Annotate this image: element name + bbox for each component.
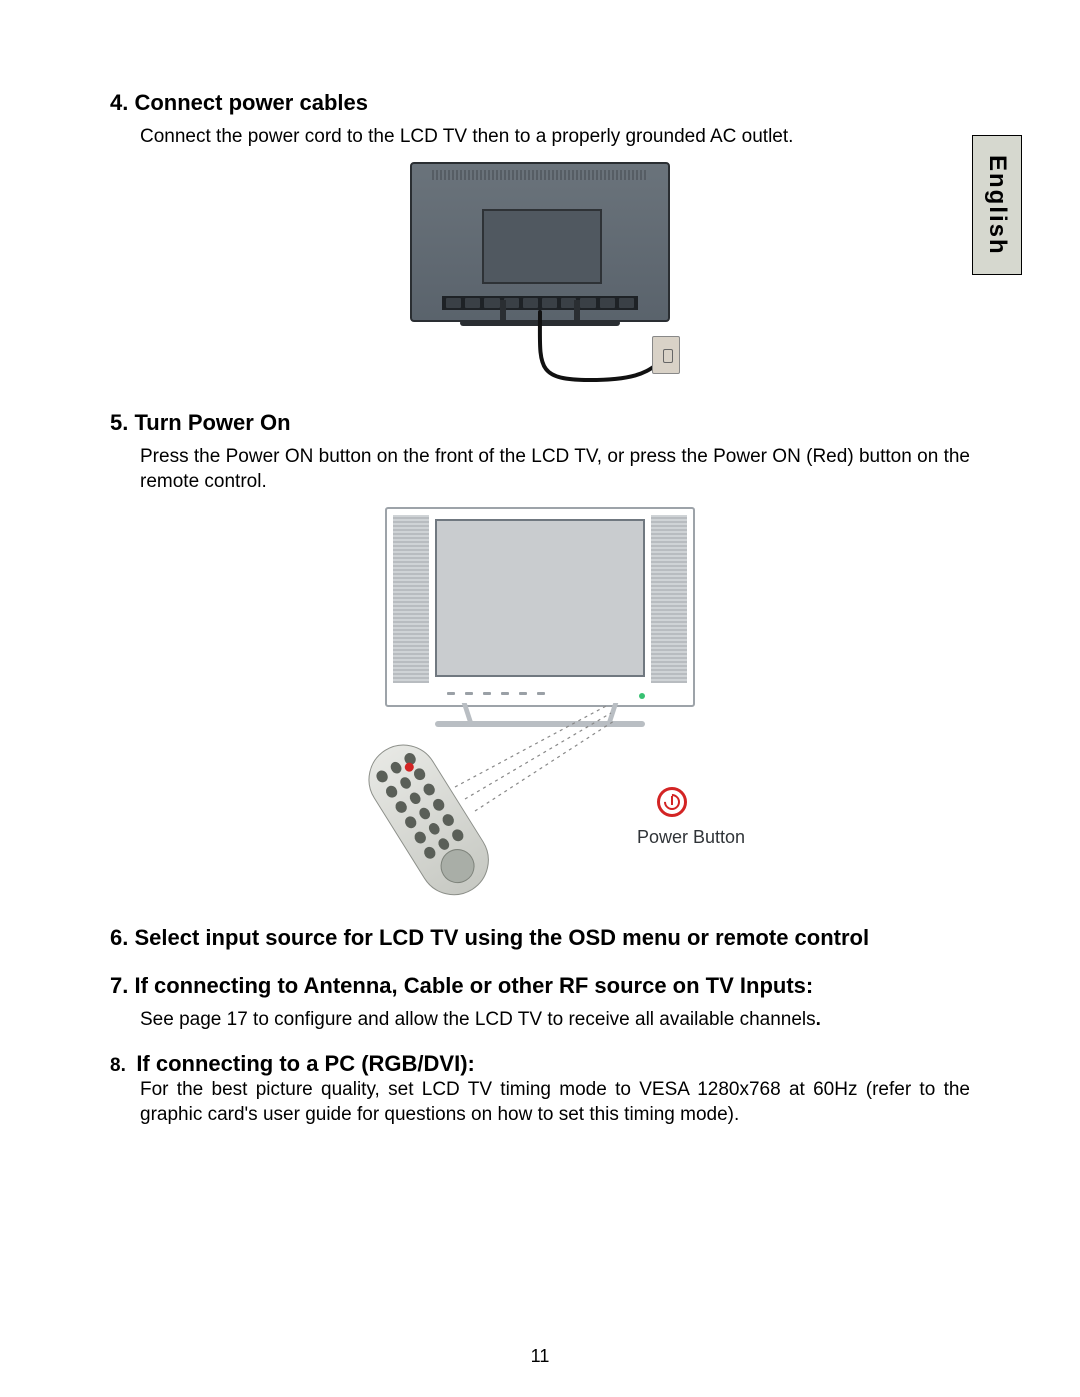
document-page: English 4. Connect power cables Connect … xyxy=(0,0,1080,1178)
figure-tv-rear-power xyxy=(390,162,690,392)
tv-vents xyxy=(432,170,648,180)
section-8-number: 8. xyxy=(110,1055,126,1076)
section-7-heading: 7. If connecting to Antenna, Cable or ot… xyxy=(110,973,970,999)
section-5-heading: 5. Turn Power On xyxy=(110,410,970,436)
tv-stand xyxy=(460,320,620,326)
section-7-body: See page 17 to configure and allow the L… xyxy=(140,1007,970,1033)
figure-1-container xyxy=(110,162,970,392)
tv-rear-ports xyxy=(442,296,638,310)
power-icon xyxy=(657,787,687,817)
section-7-body-period: . xyxy=(816,1009,821,1030)
section-8-heading: If connecting to a PC (RGB/DVI): xyxy=(136,1051,475,1076)
language-tab-label: English xyxy=(983,155,1011,256)
tv-rear-illustration xyxy=(410,162,670,322)
power-button-label: Power Button xyxy=(637,827,745,848)
section-4-body: Connect the power cord to the LCD TV the… xyxy=(140,124,970,150)
section-5-body: Press the Power ON button on the front o… xyxy=(140,444,970,495)
section-8-body: For the best picture quality, set LCD TV… xyxy=(140,1077,970,1128)
section-7-body-text: See page 17 to configure and allow the L… xyxy=(140,1009,816,1030)
ac-outlet-icon xyxy=(652,336,680,374)
section-4-heading: 4. Connect power cables xyxy=(110,90,970,116)
figure-tv-front-remote: Power Button xyxy=(325,507,755,907)
language-tab: English xyxy=(972,135,1022,275)
page-number: 11 xyxy=(531,1346,550,1367)
section-6-heading: 6. Select input source for LCD TV using … xyxy=(138,925,970,951)
figure-2-container: Power Button xyxy=(110,507,970,907)
tv-rear-panel xyxy=(482,209,602,284)
